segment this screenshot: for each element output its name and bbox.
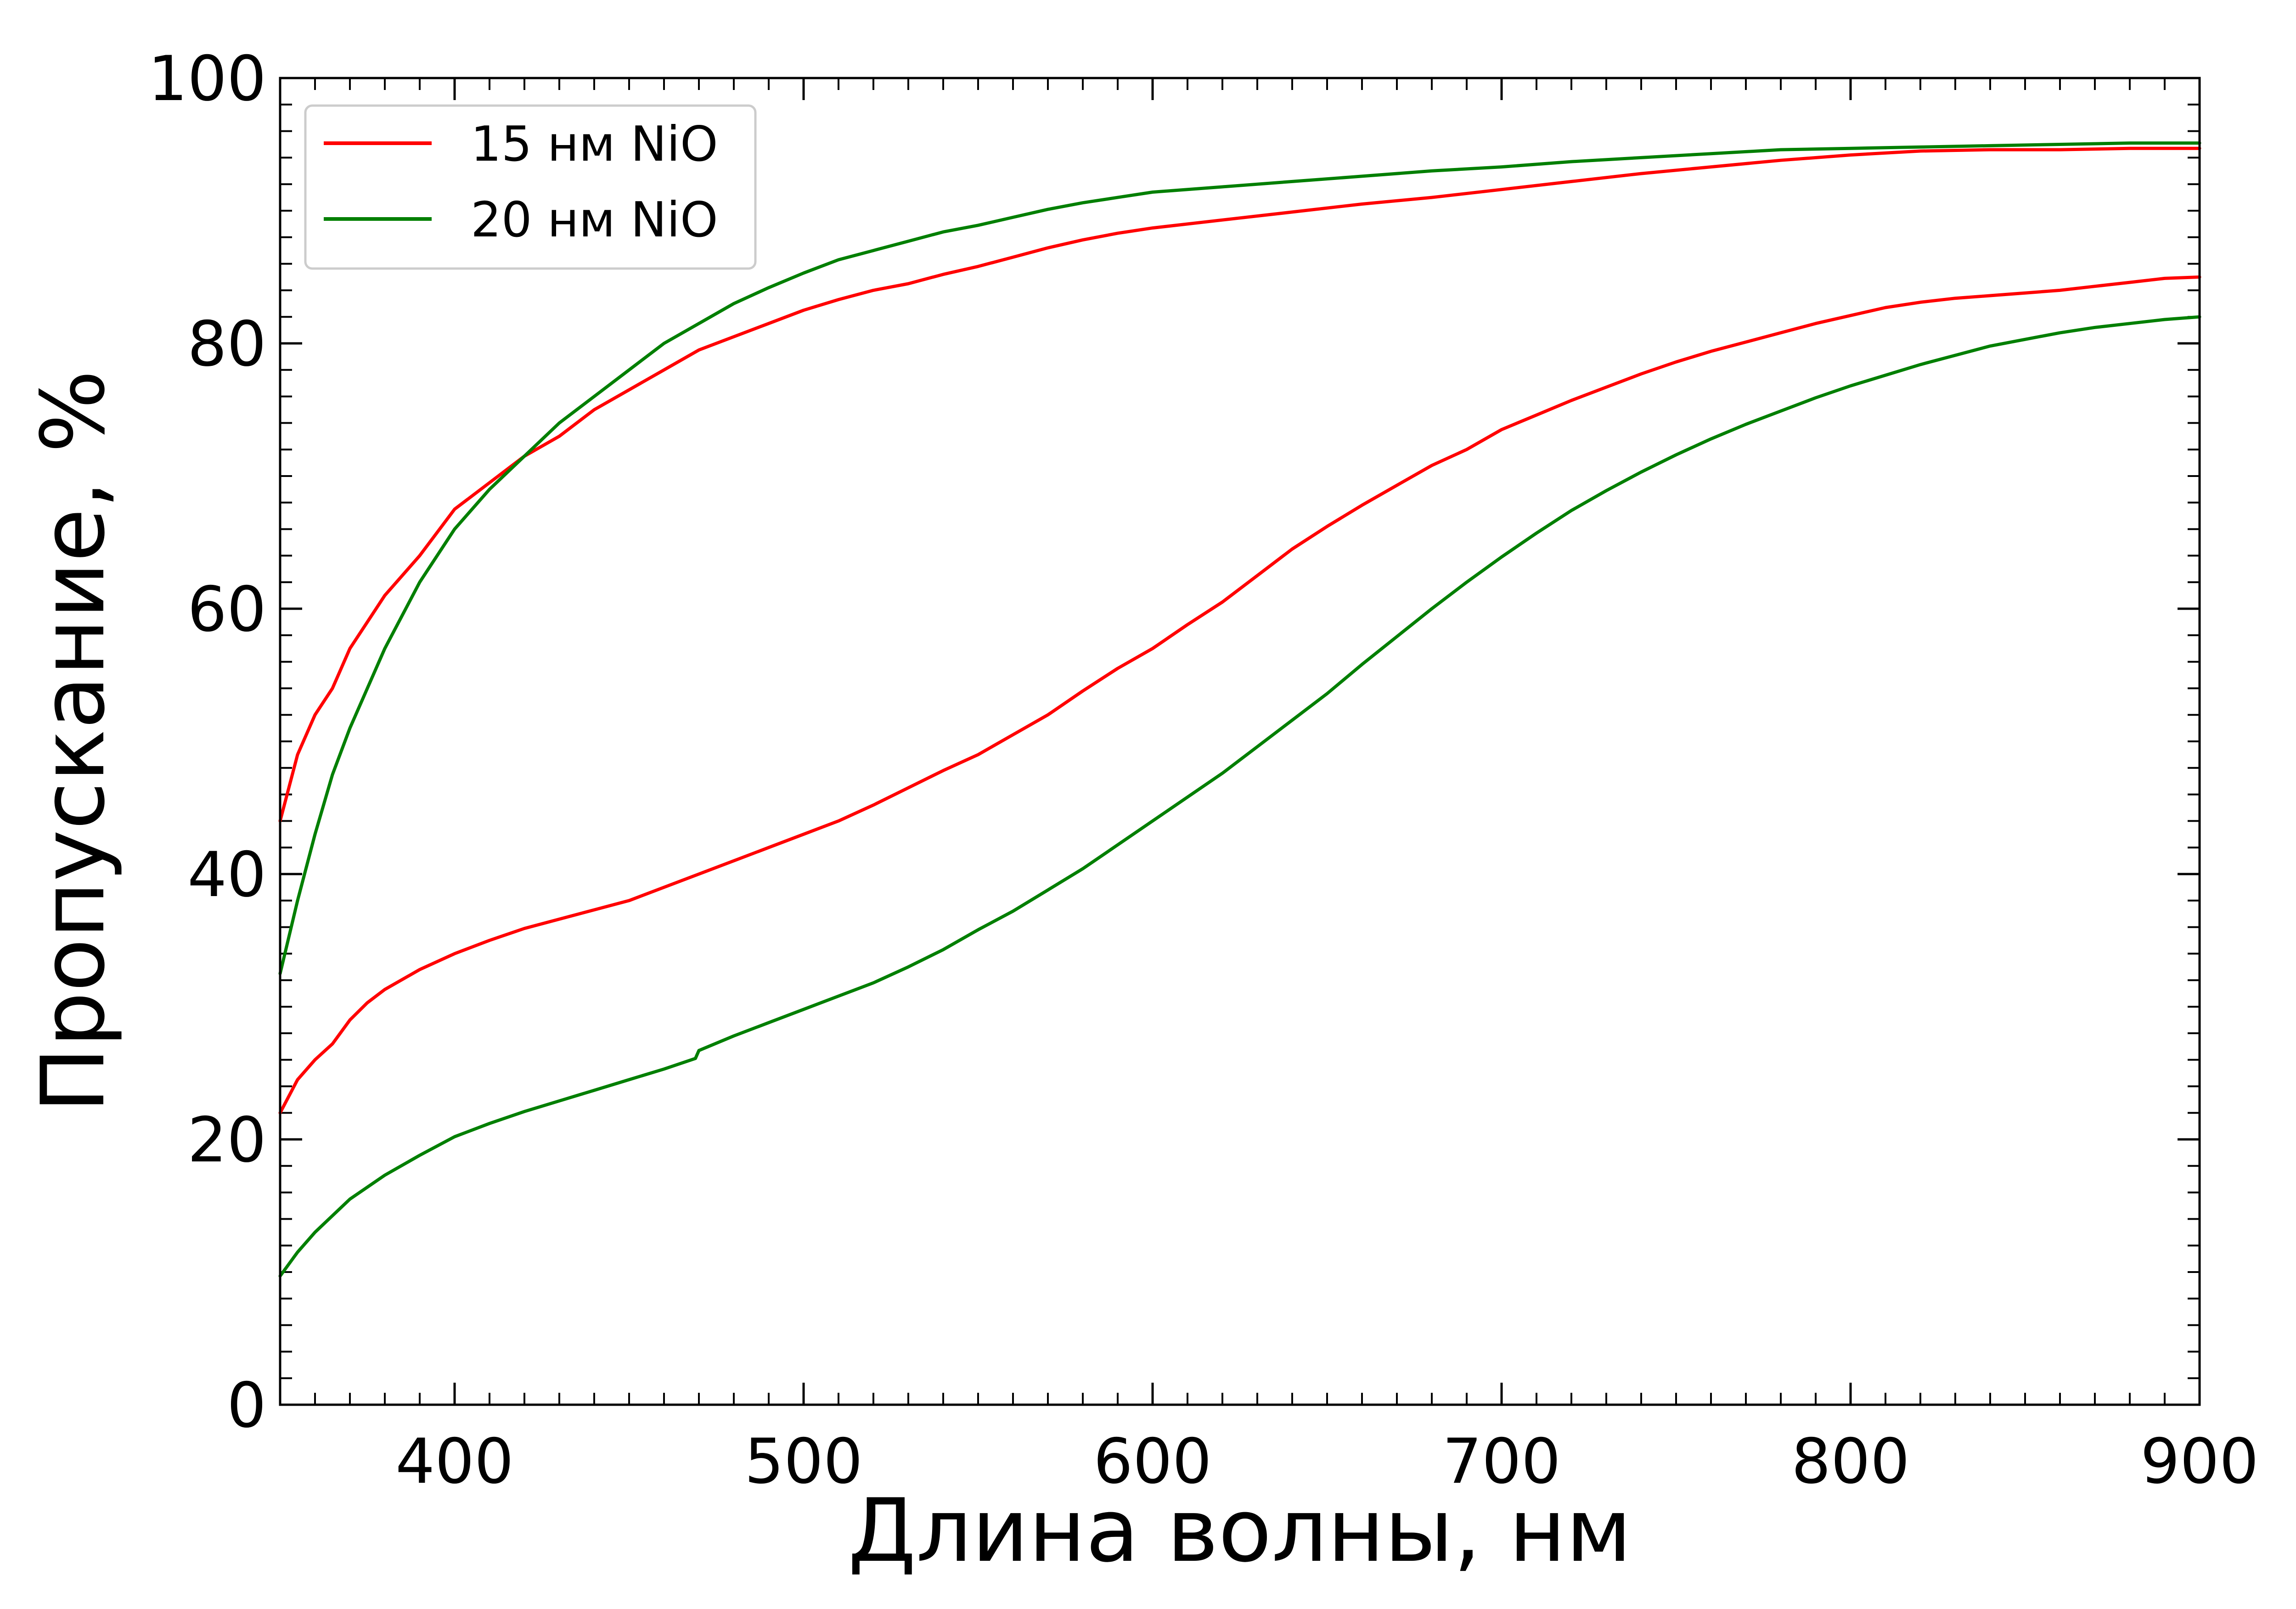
x-tick-label: 400 bbox=[395, 1425, 514, 1497]
x-tick-label: 800 bbox=[1791, 1425, 1910, 1497]
major-ticks bbox=[280, 77, 2201, 1406]
x-tick-label: 700 bbox=[1442, 1425, 1561, 1497]
plot-frame bbox=[279, 77, 2201, 1406]
minor-ticks bbox=[279, 78, 2200, 1405]
y-axis-label: Пропускание, % bbox=[23, 370, 124, 1113]
legend-label-20nm: 20 нм NiO bbox=[471, 192, 718, 248]
y-tick-label: 40 bbox=[187, 839, 266, 911]
series-line-1 bbox=[278, 275, 2201, 1115]
y-tick-labels: 0 20 40 60 80 100 bbox=[148, 43, 266, 1441]
series-line-0 bbox=[278, 146, 2201, 823]
legend-label-15nm: 15 нм NiO bbox=[471, 116, 718, 172]
x-axis-label: Длина волны, нм bbox=[848, 1480, 1632, 1581]
y-tick-label: 0 bbox=[227, 1369, 266, 1441]
series-group bbox=[278, 141, 2201, 1278]
legend-box bbox=[304, 104, 757, 270]
series-line-2 bbox=[278, 141, 2201, 975]
x-tick-label: 500 bbox=[744, 1425, 863, 1497]
x-tick-label: 600 bbox=[1093, 1425, 1212, 1497]
x-tick-labels: 400 500 600 700 800 900 bbox=[395, 1425, 2259, 1497]
legend: 15 нм NiO 20 нм NiO bbox=[304, 104, 757, 270]
x-tick-label: 900 bbox=[2140, 1425, 2259, 1497]
series-line-3 bbox=[278, 315, 2201, 1278]
y-tick-label: 60 bbox=[187, 573, 266, 645]
y-tick-label: 100 bbox=[148, 43, 266, 115]
y-tick-label: 20 bbox=[187, 1104, 266, 1176]
y-tick-label: 80 bbox=[187, 308, 266, 380]
